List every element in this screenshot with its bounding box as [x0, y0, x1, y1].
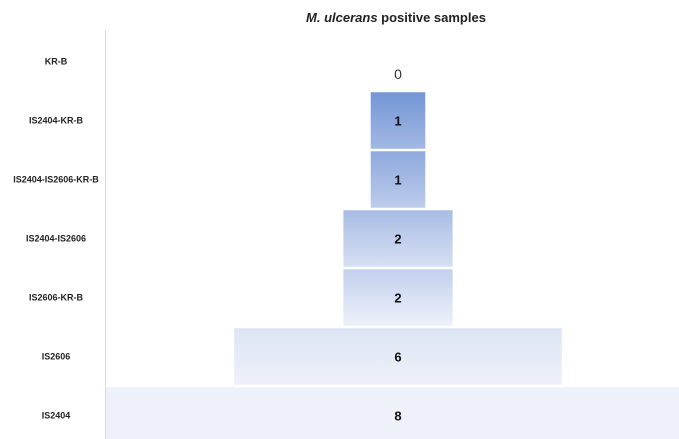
category-label: IS2606-KR-B [29, 293, 84, 303]
funnel-bar [343, 210, 453, 267]
category-label: KR-B [45, 57, 68, 67]
value-label: 2 [394, 232, 401, 247]
value-labels: 0 1 1 2 2 6 8 [394, 66, 402, 424]
category-label: IS2606 [42, 352, 71, 362]
funnel-bar [370, 92, 426, 149]
funnel-bar [106, 387, 679, 439]
category-label: IS2404-IS2606-KR-B [13, 175, 99, 185]
funnel-bar [234, 328, 562, 385]
chart-title: M. ulcerans positive samples [306, 10, 486, 25]
funnel-bar [343, 269, 453, 326]
value-label: 6 [394, 350, 401, 365]
chart-title-italic: M. ulcerans [306, 10, 378, 25]
value-label: 1 [394, 173, 401, 188]
value-label: 2 [394, 291, 401, 306]
value-label: 8 [394, 409, 401, 424]
value-label: 0 [394, 66, 402, 82]
category-labels: KR-B IS2404-KR-B IS2404-IS2606-KR-B IS2404-… [13, 57, 99, 421]
category-label: IS2404 [42, 411, 71, 421]
category-label: IS2404-IS2606 [26, 234, 86, 244]
chart-title-rest: positive samples [378, 10, 486, 25]
category-label: IS2404-KR-B [29, 116, 84, 126]
value-label: 1 [394, 114, 401, 129]
funnel-bar [370, 151, 426, 208]
bars-layer [106, 92, 679, 439]
